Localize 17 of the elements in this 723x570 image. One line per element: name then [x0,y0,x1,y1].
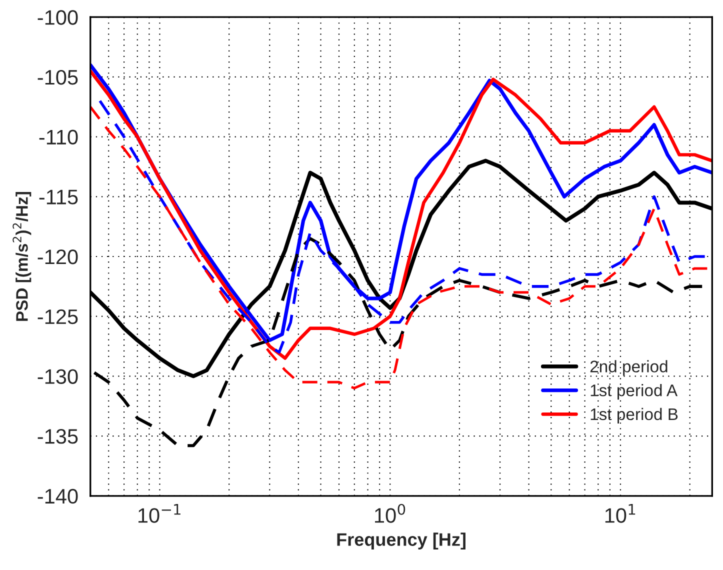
y-tick-label: -125 [38,309,78,324]
y-tick-label: -100 [38,10,78,25]
y-tick-label: -105 [38,70,78,85]
legend-label: 1st period B [590,408,678,424]
y-tick-label: -115 [39,190,78,204]
legend-label: 2nd period [590,360,668,376]
legend-label: 1st period A [590,384,678,400]
y-tick-label: -135 [38,429,78,444]
y-axis-title: PSD [(m/s$^{2}$)$^{2}$/Hz] [12,192,32,321]
x-tick-label: 10$^{−1}$ [138,504,180,523]
y-tick-label: -120 [38,250,78,264]
x-tick-label: 10$^{0}$ [375,504,406,523]
x-tick-label: 10$^{1}$ [605,504,636,523]
y-tick-label: -140 [38,488,78,504]
x-axis-title: Frequency [Hz] [337,532,466,550]
y-tick-label: -130 [38,369,78,384]
y-tick-label: -110 [39,130,78,145]
